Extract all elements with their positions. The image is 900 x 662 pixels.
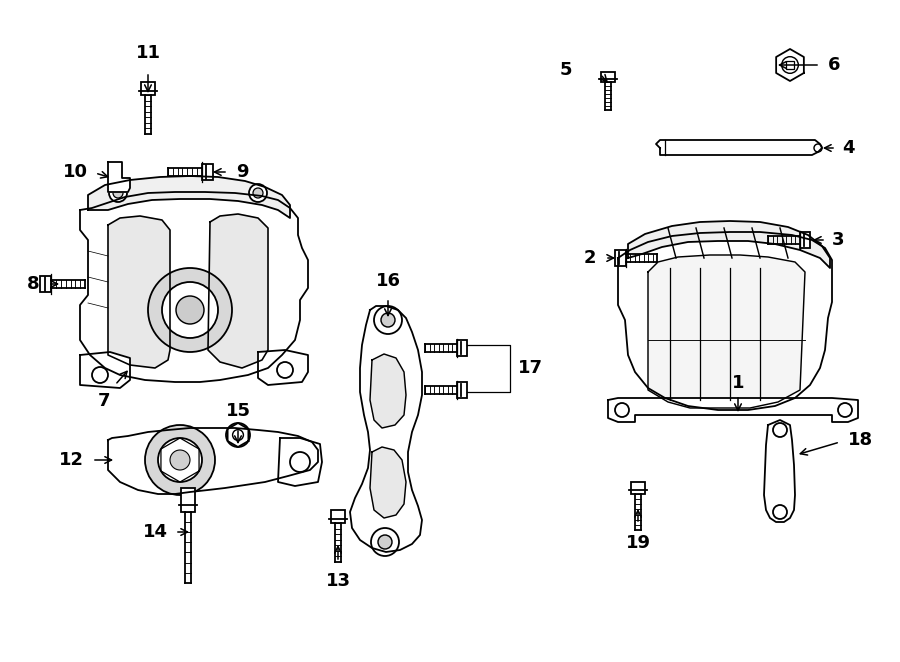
- Polygon shape: [88, 176, 290, 218]
- Circle shape: [170, 450, 190, 470]
- Polygon shape: [370, 447, 406, 518]
- Text: 2: 2: [583, 249, 596, 267]
- Polygon shape: [80, 192, 308, 382]
- Polygon shape: [140, 82, 155, 95]
- Circle shape: [378, 535, 392, 549]
- Polygon shape: [799, 232, 810, 248]
- Polygon shape: [208, 214, 268, 368]
- Circle shape: [92, 367, 108, 383]
- Circle shape: [277, 362, 293, 378]
- Text: 11: 11: [136, 44, 160, 62]
- Polygon shape: [331, 510, 345, 523]
- Text: 18: 18: [848, 431, 873, 449]
- Polygon shape: [350, 306, 422, 552]
- Circle shape: [176, 296, 204, 324]
- Polygon shape: [258, 350, 308, 385]
- Circle shape: [162, 282, 218, 338]
- Polygon shape: [108, 162, 130, 192]
- Circle shape: [148, 268, 232, 352]
- Polygon shape: [618, 232, 832, 410]
- Polygon shape: [370, 354, 406, 428]
- Circle shape: [371, 528, 399, 556]
- Circle shape: [814, 144, 822, 152]
- Circle shape: [253, 188, 263, 198]
- Polygon shape: [80, 352, 130, 388]
- Polygon shape: [764, 420, 795, 522]
- Text: 3: 3: [832, 231, 844, 249]
- Circle shape: [113, 188, 123, 198]
- Polygon shape: [182, 488, 194, 512]
- Polygon shape: [648, 255, 805, 408]
- Circle shape: [381, 313, 395, 327]
- Circle shape: [226, 423, 250, 447]
- Text: 9: 9: [236, 163, 248, 181]
- Text: 8: 8: [27, 275, 40, 293]
- Polygon shape: [202, 164, 213, 181]
- Polygon shape: [615, 250, 626, 266]
- Polygon shape: [40, 275, 51, 293]
- Circle shape: [773, 423, 787, 437]
- Circle shape: [773, 505, 787, 519]
- Polygon shape: [456, 340, 467, 355]
- Circle shape: [838, 403, 852, 417]
- Text: 7: 7: [98, 392, 110, 410]
- Polygon shape: [456, 382, 467, 398]
- Circle shape: [290, 452, 310, 472]
- Polygon shape: [601, 72, 615, 81]
- Polygon shape: [108, 216, 170, 368]
- Text: 17: 17: [518, 359, 543, 377]
- Text: 16: 16: [375, 272, 401, 290]
- Circle shape: [782, 57, 798, 73]
- Text: 10: 10: [63, 163, 88, 181]
- Circle shape: [232, 430, 243, 440]
- Polygon shape: [108, 428, 318, 494]
- Text: 1: 1: [732, 374, 744, 392]
- Polygon shape: [776, 49, 804, 81]
- Text: 15: 15: [226, 402, 250, 420]
- Circle shape: [145, 425, 215, 495]
- Text: 5: 5: [560, 61, 572, 79]
- Circle shape: [109, 184, 127, 202]
- Polygon shape: [628, 221, 830, 268]
- Circle shape: [158, 438, 202, 482]
- Polygon shape: [278, 438, 322, 486]
- Circle shape: [615, 403, 629, 417]
- Circle shape: [249, 184, 267, 202]
- Polygon shape: [608, 398, 858, 422]
- Polygon shape: [656, 140, 822, 155]
- Text: 4: 4: [842, 139, 854, 157]
- Text: 6: 6: [828, 56, 841, 74]
- Text: 19: 19: [626, 534, 651, 552]
- Text: 14: 14: [143, 523, 168, 541]
- Circle shape: [374, 306, 402, 334]
- Text: 13: 13: [326, 572, 350, 590]
- Polygon shape: [632, 482, 644, 494]
- Text: 12: 12: [59, 451, 84, 469]
